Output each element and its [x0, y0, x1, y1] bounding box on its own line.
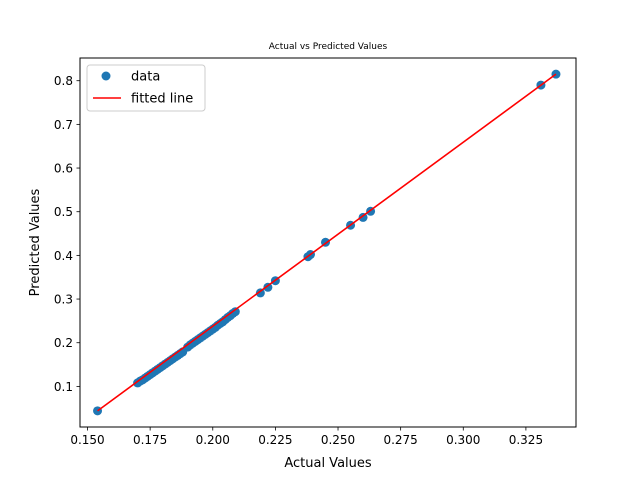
- data-point: [255, 288, 265, 298]
- y-tick-label: 0.7: [54, 118, 73, 132]
- legend-data-label: data: [131, 70, 160, 85]
- x-tick-label: 0.175: [133, 433, 167, 447]
- y-axis-label: Predicted Values: [28, 188, 43, 296]
- x-tick-label: 0.225: [258, 433, 292, 447]
- y-tick-label: 0.4: [54, 249, 73, 263]
- y-tick-label: 0.5: [54, 205, 73, 219]
- fitted-line: [97, 73, 557, 412]
- legend-box: [86, 64, 206, 112]
- x-tick-label: 0.325: [509, 433, 543, 447]
- x-tick-label: 0.250: [321, 433, 355, 447]
- tick-layer: 0.150 0.175 0.200 0.225 0.250 0.275 0.300 0.325…: [54, 74, 543, 447]
- legend-data-marker: [101, 71, 111, 81]
- y-tick-label: 0.6: [54, 162, 73, 176]
- data-point: [230, 307, 240, 317]
- y-tick-label: 0.3: [54, 293, 73, 307]
- legend: data fitted line: [86, 64, 206, 112]
- x-tick-label: 0.300: [446, 433, 480, 447]
- y-tick-label: 0.2: [54, 336, 73, 350]
- legend-fitted-line-label: fitted line: [131, 92, 193, 107]
- x-tick-label: 0.150: [70, 433, 104, 447]
- plot-area-frame: [79, 57, 577, 428]
- y-tick-label: 0.1: [54, 380, 73, 394]
- x-axis-label: Actual Values: [284, 456, 372, 471]
- chart-title: Actual vs Predicted Values: [269, 42, 388, 52]
- plot-layer: [93, 69, 561, 416]
- y-tick-label: 0.8: [54, 74, 73, 88]
- x-tick-label: 0.200: [196, 433, 230, 447]
- x-tick-label: 0.275: [383, 433, 417, 447]
